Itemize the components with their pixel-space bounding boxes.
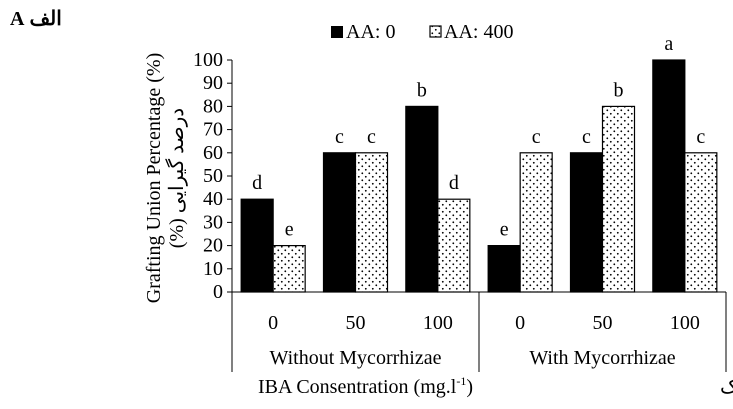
legend: AA: 0 AA: 400 <box>331 21 513 43</box>
bar-aa0 <box>569 152 604 293</box>
bar-aa400 <box>437 198 471 293</box>
legend-swatch-aa400 <box>429 25 442 38</box>
letter-label-aa400: c <box>367 126 376 148</box>
letter-label-aa0: a <box>664 33 673 55</box>
x-tick-label: 0 <box>268 312 278 334</box>
bar-aa0 <box>405 105 439 293</box>
y-axis-title: Grafting Union Percentage (%) <box>143 53 165 303</box>
y-axis-title-fa: درصد گیرایی (%) <box>165 108 188 248</box>
bar-aa0 <box>240 198 274 293</box>
x-axis-title: IBA Consentration (mg.l-1) <box>258 374 473 398</box>
bar-aa0 <box>487 245 521 293</box>
letter-label-aa400: b <box>614 79 624 101</box>
bar-aa0 <box>652 59 686 293</box>
letter-label-aa0: d <box>252 172 262 194</box>
letter-label-aa400: e <box>285 219 294 241</box>
letter-label-aa0: e <box>500 219 509 241</box>
panel-label: الف A <box>10 8 62 30</box>
x-tick-label: 100 <box>423 312 453 334</box>
letter-label-aa0: c <box>335 126 344 148</box>
legend-label-aa0: AA: 0 <box>346 21 395 43</box>
x-group-label: With Mycorrhizae <box>529 347 675 369</box>
bar-aa400 <box>354 152 389 293</box>
letter-label-aa400: d <box>449 172 459 194</box>
y-tick-label: 80 <box>203 95 223 117</box>
letter-label-aa0: c <box>582 126 591 148</box>
x-tick-label: 50 <box>593 312 613 334</box>
bar-aa400 <box>601 105 636 293</box>
bar-aa0 <box>322 152 357 293</box>
legend-label-aa400: AA: 400 <box>444 21 513 43</box>
y-tick-label: 100 <box>193 49 223 71</box>
y-tick-label: 30 <box>203 211 223 233</box>
y-tick-label: 70 <box>203 119 223 141</box>
x-axis: 0 50 100 Without Mycorrhizae 0 50 100 With Myco… <box>231 291 727 372</box>
legend-swatch-aa0 <box>331 26 343 38</box>
y-tick-label: 90 <box>203 72 223 94</box>
y-tick-label: 40 <box>203 188 223 210</box>
x-tick-label: 0 <box>515 312 525 334</box>
bar-aa400 <box>272 245 306 293</box>
letter-label-aa400: c <box>696 126 705 148</box>
x-axis-title-fa: غلظت اسید ایندول بوتریک <box>720 376 733 398</box>
y-tick-label: 10 <box>203 258 223 280</box>
bars: d e c c b d e c c b a c <box>240 33 718 293</box>
y-tick-label: 60 <box>203 142 223 164</box>
bar-aa400 <box>684 152 718 293</box>
y-tick-label: 0 <box>213 281 223 303</box>
x-group-label: Without Mycorrhizae <box>270 347 442 369</box>
letter-label-aa400: c <box>532 126 541 148</box>
bar-aa400 <box>519 152 553 293</box>
x-tick-label: 100 <box>670 312 700 334</box>
x-tick-label: 50 <box>346 312 366 334</box>
y-tick-label: 20 <box>203 235 223 257</box>
letter-label-aa0: b <box>417 79 427 101</box>
y-tick-label: 50 <box>203 165 223 187</box>
